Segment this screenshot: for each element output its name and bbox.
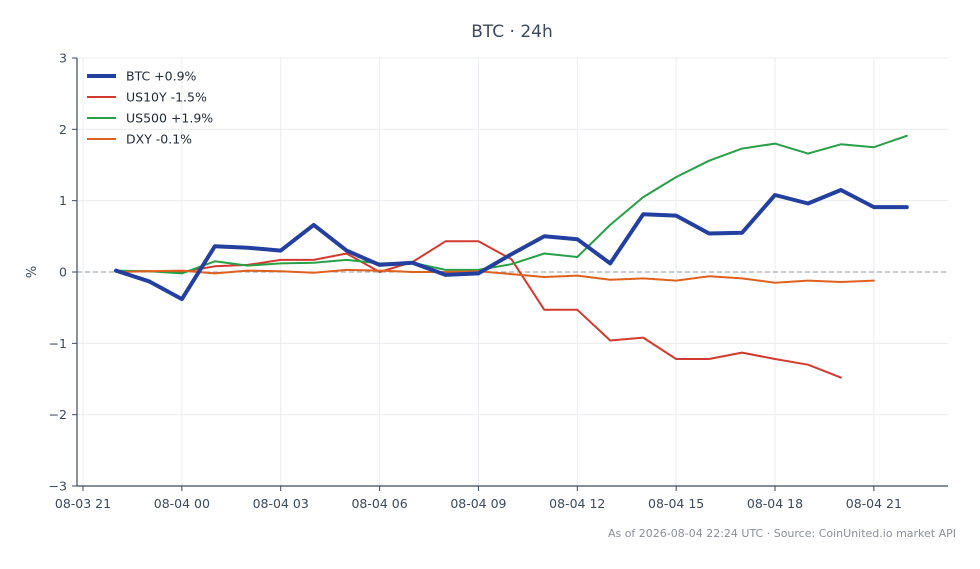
- legend-label: US10Y -1.5%: [126, 90, 207, 105]
- y-tick-label: 2: [59, 122, 67, 137]
- x-tick-label: 08-04 03: [253, 496, 309, 511]
- x-tick-label: 08-04 15: [648, 496, 704, 511]
- legend-label: US500 +1.9%: [126, 111, 213, 126]
- x-tick-label: 08-04 00: [154, 496, 210, 511]
- y-tick-label: −2: [49, 407, 67, 422]
- x-tick-label: 08-04 18: [747, 496, 803, 511]
- source-footer: As of 2026-08-04 22:24 UTC · Source: Coi…: [608, 527, 956, 540]
- x-tick-label: 08-04 09: [450, 496, 506, 511]
- series-line-us10y: [115, 240, 842, 379]
- legend-label: DXY -0.1%: [126, 132, 192, 147]
- series-lines: [114, 134, 909, 379]
- series-line-btc: [114, 188, 909, 302]
- x-tick-label: 08-03 21: [55, 496, 111, 511]
- series-line-dxy: [115, 268, 875, 284]
- y-tick-label: 0: [59, 265, 67, 280]
- y-axis-label: %: [25, 266, 40, 278]
- y-tick-label: −1: [49, 336, 67, 351]
- y-tick-label: −3: [49, 479, 67, 494]
- x-tick-label: 08-04 06: [351, 496, 407, 511]
- legend-label: BTC +0.9%: [126, 69, 197, 84]
- x-tick-label: 08-04 12: [549, 496, 605, 511]
- series-line-us500: [115, 134, 908, 275]
- y-tick-label: 1: [59, 193, 67, 208]
- legend: BTC +0.9% US10Y -1.5% US500 +1.9% DXY -0.1%: [87, 69, 213, 147]
- axes: 3 2 1 0 −1 −2 −3 08-03 21 08-04 00 08-04 03 08-04 …: [49, 51, 948, 511]
- y-tick-label: 3: [59, 51, 67, 66]
- chart-title: BTC · 24h: [471, 22, 553, 42]
- x-tick-label: 08-04 21: [846, 496, 902, 511]
